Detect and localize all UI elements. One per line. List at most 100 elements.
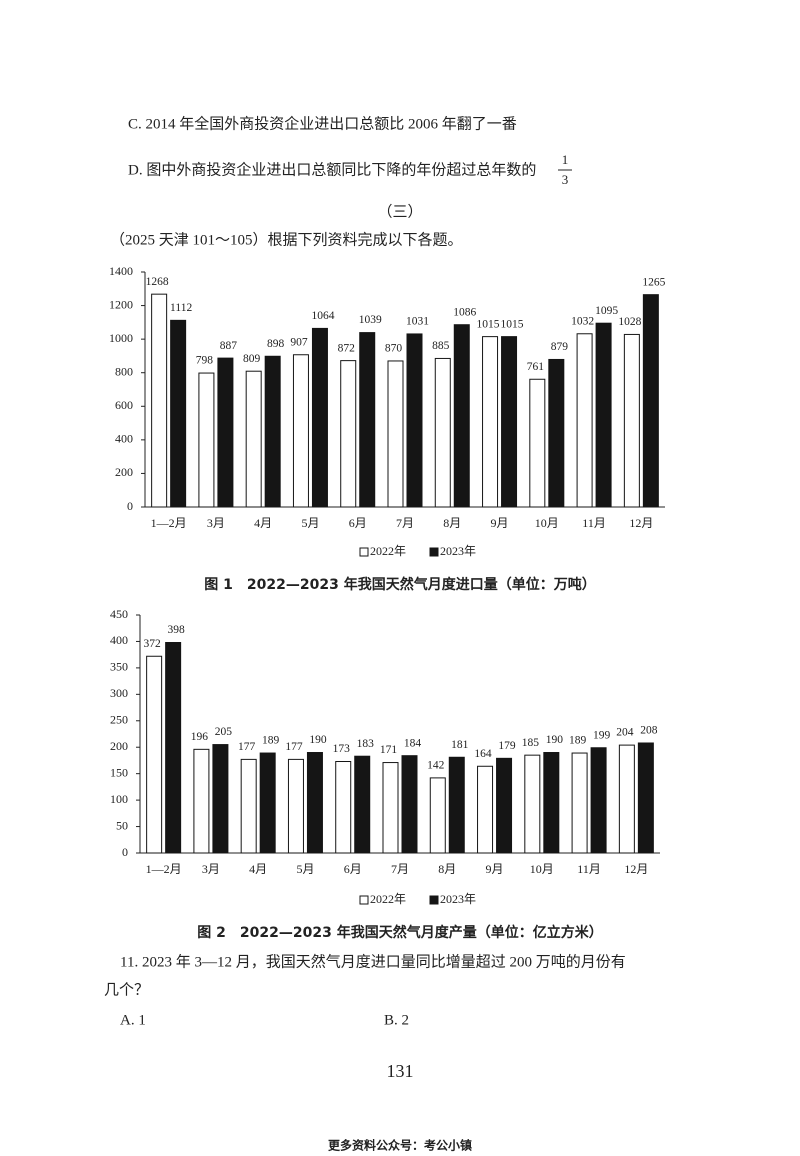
bar: [245, 370, 262, 508]
bar: [151, 293, 168, 508]
bar: [170, 319, 187, 508]
legend-label: 2022年: [370, 892, 406, 906]
value-label: 885: [432, 340, 450, 352]
y-tick-label: 100: [110, 792, 128, 806]
legend-swatch: [429, 547, 439, 557]
value-label: 177: [285, 741, 303, 753]
x-tick-label: 3月: [202, 862, 220, 876]
value-label: 171: [380, 744, 398, 756]
value-label: 208: [640, 725, 658, 737]
x-tick-label: 1—2月: [151, 516, 187, 530]
bar: [623, 333, 640, 508]
value-label: 164: [474, 748, 492, 760]
bar: [401, 755, 418, 854]
y-tick-label: 0: [127, 499, 133, 513]
bar: [477, 765, 494, 854]
bar: [406, 333, 423, 508]
x-tick-label: 5月: [301, 516, 319, 530]
value-label: 205: [215, 726, 233, 738]
value-label: 204: [616, 727, 634, 739]
value-label: 872: [338, 342, 356, 354]
y-tick-label: 0: [122, 845, 128, 859]
value-label: 761: [527, 361, 545, 373]
value-label: 1015: [501, 318, 524, 330]
bar: [482, 336, 499, 508]
x-tick-label: 4月: [254, 516, 272, 530]
x-tick-label: 7月: [396, 516, 414, 530]
value-label: 1268: [146, 276, 169, 288]
fraction-numerator: 1: [562, 152, 569, 167]
value-label: 798: [196, 355, 214, 367]
value-label: 870: [385, 343, 403, 355]
bar: [264, 355, 281, 508]
legend-swatch: [359, 547, 369, 557]
bar: [165, 642, 182, 854]
x-tick-label: 11月: [577, 862, 601, 876]
value-label: 173: [333, 743, 351, 755]
page-number: 131: [387, 1061, 414, 1081]
bar: [259, 752, 276, 854]
y-tick-label: 450: [110, 607, 128, 621]
y-tick-label: 350: [110, 660, 128, 674]
legend-swatch: [429, 895, 439, 905]
bar: [496, 757, 513, 854]
bar: [618, 744, 635, 854]
x-tick-label: 11月: [582, 516, 606, 530]
bar: [453, 324, 470, 508]
bar: [335, 761, 352, 854]
bar: [387, 360, 404, 508]
fraction-denominator: 3: [562, 172, 569, 187]
bar: [359, 332, 376, 508]
bar: [193, 748, 210, 854]
bar: [543, 752, 560, 854]
value-label: 398: [168, 624, 186, 636]
value-label: 372: [144, 638, 162, 650]
y-tick-label: 400: [110, 633, 128, 647]
y-tick-label: 200: [115, 465, 133, 479]
value-label: 1265: [642, 276, 665, 288]
bar: [306, 752, 323, 854]
value-label: 190: [546, 734, 564, 746]
value-label: 809: [243, 353, 261, 365]
option-c: C. 2014 年全国外商投资企业进出口总额比 2006 年翻了一番: [128, 114, 517, 132]
x-tick-label: 3月: [207, 516, 225, 530]
bar: [146, 655, 163, 854]
bar: [292, 354, 309, 508]
value-label: 1028: [618, 316, 641, 328]
y-tick-label: 800: [115, 364, 133, 378]
y-tick-label: 1200: [109, 297, 133, 311]
bar: [311, 327, 328, 508]
intro: （2025 天津 101～105）根据下列资料完成以下各题。: [110, 231, 463, 248]
value-label: 179: [498, 740, 516, 752]
x-tick-label: 9月: [486, 862, 504, 876]
value-label: 189: [569, 735, 587, 747]
bar: [571, 752, 588, 854]
legend-label: 2022年: [370, 544, 406, 558]
answer-a[interactable]: A. 1: [120, 1012, 146, 1028]
value-label: 1032: [571, 315, 594, 327]
value-label: 1015: [477, 318, 500, 330]
value-label: 177: [238, 741, 256, 753]
bar: [524, 754, 541, 854]
bar: [548, 358, 565, 508]
value-label: 1031: [406, 316, 429, 328]
chart-title: 图 1 2022—2023 年我国天然气月度进口量（单位：万吨）: [204, 576, 595, 593]
bar: [595, 322, 612, 508]
x-tick-label: 9月: [491, 516, 509, 530]
option-d: D. 图中外商投资企业进出口总额同比下降的年份超过总年数的: [128, 160, 536, 178]
x-tick-label: 6月: [349, 516, 367, 530]
bar: [637, 742, 654, 854]
value-label: 887: [220, 340, 238, 352]
value-label: 190: [309, 734, 327, 746]
bar: [287, 758, 304, 854]
bar: [529, 378, 546, 508]
x-tick-label: 10月: [535, 516, 559, 530]
bar: [501, 336, 518, 508]
answer-b[interactable]: B. 2: [384, 1012, 409, 1028]
value-label: 879: [551, 341, 569, 353]
x-tick-label: 8月: [443, 516, 461, 530]
y-tick-label: 600: [115, 398, 133, 412]
value-label: 907: [290, 336, 308, 348]
value-label: 185: [522, 737, 540, 749]
